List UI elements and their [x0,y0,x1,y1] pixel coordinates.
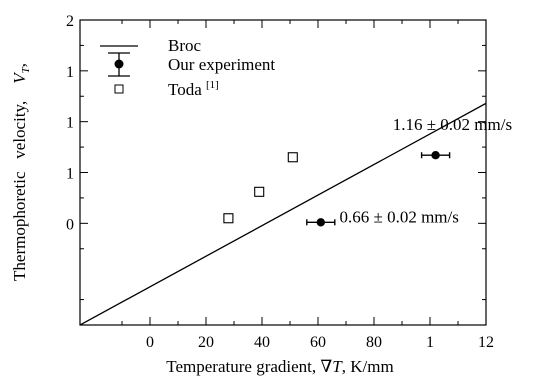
legend-toda-superscript: [1] [206,79,219,91]
toda-point [287,152,298,163]
legend-experiment-label: Our experiment [168,55,275,74]
experiment-point [316,218,325,227]
y-tick-label: 1 [66,115,74,132]
legend-toda-marker [114,84,124,94]
toda-point [223,213,234,224]
slope-annotation: 0.66 ± 0.02 mm/s [340,207,459,226]
x-tick-label: 12 [478,334,494,351]
toda-point [254,186,265,197]
legend-toda-label: Toda [1] [168,79,219,99]
plot-frame [79,19,487,326]
slope-annotation: 1.16 ± 0.02 mm/s [393,115,512,134]
y-tick-label: 2 [66,13,74,30]
x-axis-label: Temperature gradient, ∇T, K/mm [166,357,393,376]
experiment-point [431,151,440,160]
legend-experiment-marker [114,59,124,69]
legend-toda-name: Toda [168,80,206,99]
x-tick-label: 80 [366,334,382,351]
y-tick-label: 1 [66,64,74,81]
x-tick-label: 20 [198,334,214,351]
x-tick-label: 60 [310,334,326,351]
legend-broc-label: Broc [168,36,202,55]
y-axis-label: Thermophoretic velocity, VT, [10,63,32,281]
y-tick-label: 0 [66,216,74,233]
broc-line [80,102,486,325]
y-tick-label: 1 [66,166,74,183]
x-tick-label: 0 [146,334,154,351]
x-tick-label: 40 [254,334,270,351]
x-tick-label: 1 [426,334,434,351]
